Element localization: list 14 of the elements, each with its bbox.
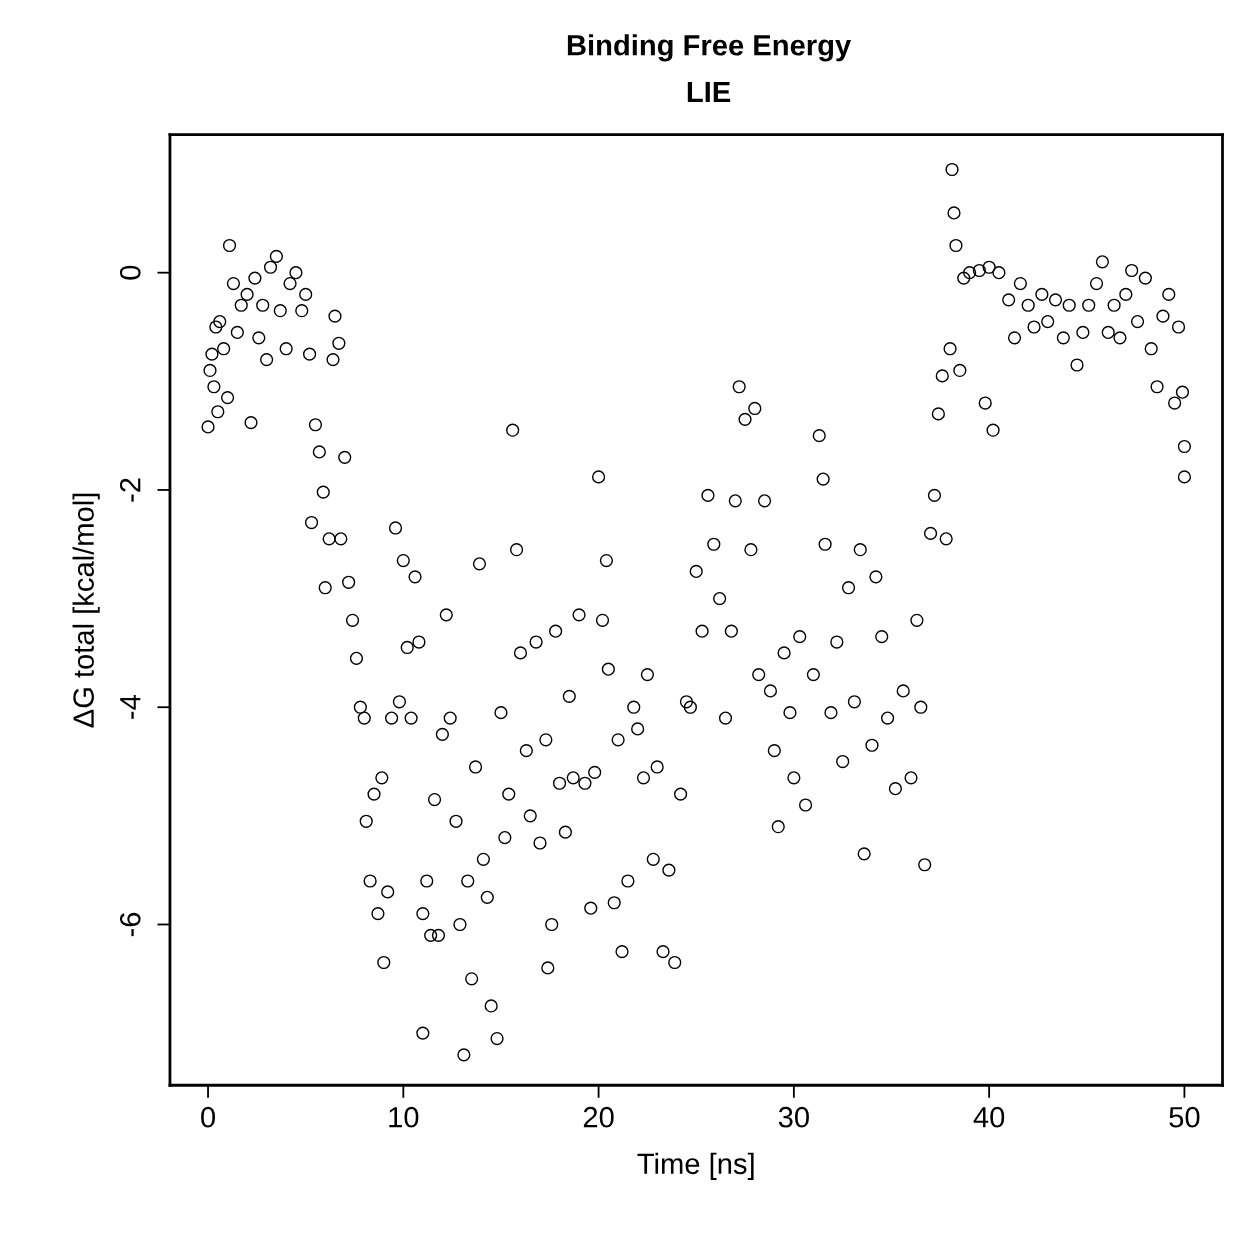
x-tick-label: 20 [583,1106,614,1128]
y-tick-label: -6 [119,912,141,937]
y-tick-label: 0 [119,265,141,280]
x-tick-label: 40 [973,1106,1005,1128]
y-tick-label: -4 [120,695,141,719]
chart-subtitle: LIE [687,81,731,102]
chart-title: Binding Free Energy [567,34,852,62]
y-axis-title: ΔG total [kcal/mol] [72,493,100,728]
y-tick-label: -2 [119,478,141,502]
x-tick-label: 30 [778,1106,809,1128]
x-axis-title: Time [ns] [637,1152,754,1180]
x-tick-label: 0 [201,1106,216,1128]
x-tick-label: 50 [1169,1106,1200,1128]
x-tick-label: 10 [389,1106,419,1128]
